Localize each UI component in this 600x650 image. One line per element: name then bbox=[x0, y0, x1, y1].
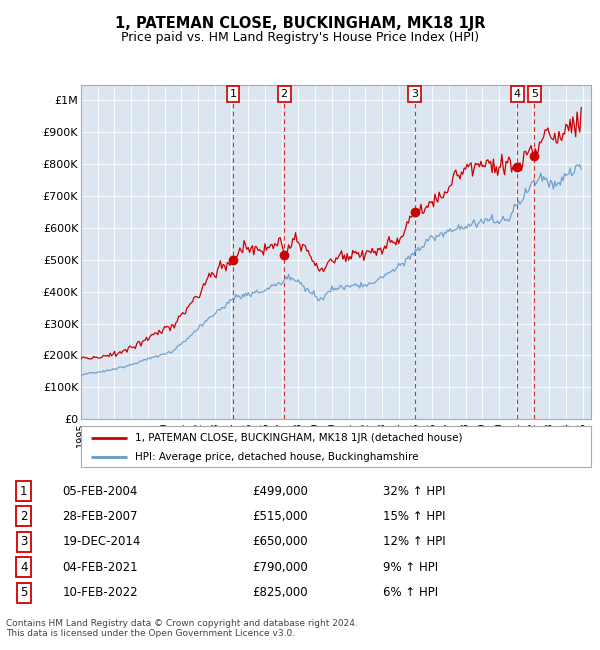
Text: 1, PATEMAN CLOSE, BUCKINGHAM, MK18 1JR: 1, PATEMAN CLOSE, BUCKINGHAM, MK18 1JR bbox=[115, 16, 485, 31]
Text: Price paid vs. HM Land Registry's House Price Index (HPI): Price paid vs. HM Land Registry's House … bbox=[121, 31, 479, 44]
Text: £650,000: £650,000 bbox=[253, 536, 308, 549]
Text: 1, PATEMAN CLOSE, BUCKINGHAM, MK18 1JR (detached house): 1, PATEMAN CLOSE, BUCKINGHAM, MK18 1JR (… bbox=[134, 433, 462, 443]
Text: 4: 4 bbox=[514, 89, 521, 99]
Text: 12% ↑ HPI: 12% ↑ HPI bbox=[383, 536, 446, 549]
Text: 1: 1 bbox=[229, 89, 236, 99]
Text: 28-FEB-2007: 28-FEB-2007 bbox=[62, 510, 138, 523]
Text: 5: 5 bbox=[20, 586, 28, 599]
Text: £515,000: £515,000 bbox=[253, 510, 308, 523]
Text: 2: 2 bbox=[281, 89, 288, 99]
Text: 04-FEB-2021: 04-FEB-2021 bbox=[62, 561, 138, 574]
Text: 19-DEC-2014: 19-DEC-2014 bbox=[62, 536, 141, 549]
Text: Contains HM Land Registry data © Crown copyright and database right 2024.
This d: Contains HM Land Registry data © Crown c… bbox=[6, 619, 358, 638]
Text: 32% ↑ HPI: 32% ↑ HPI bbox=[383, 484, 446, 497]
Text: £499,000: £499,000 bbox=[253, 484, 308, 497]
Text: 6% ↑ HPI: 6% ↑ HPI bbox=[383, 586, 438, 599]
Text: 10-FEB-2022: 10-FEB-2022 bbox=[62, 586, 138, 599]
Text: 05-FEB-2004: 05-FEB-2004 bbox=[62, 484, 138, 497]
Text: 1: 1 bbox=[20, 484, 28, 497]
Text: 3: 3 bbox=[411, 89, 418, 99]
Text: 3: 3 bbox=[20, 536, 28, 549]
Text: 15% ↑ HPI: 15% ↑ HPI bbox=[383, 510, 446, 523]
Text: 4: 4 bbox=[20, 561, 28, 574]
Text: HPI: Average price, detached house, Buckinghamshire: HPI: Average price, detached house, Buck… bbox=[134, 452, 418, 461]
Text: 9% ↑ HPI: 9% ↑ HPI bbox=[383, 561, 438, 574]
Text: 5: 5 bbox=[531, 89, 538, 99]
Text: £825,000: £825,000 bbox=[253, 586, 308, 599]
Text: £790,000: £790,000 bbox=[253, 561, 308, 574]
Text: 2: 2 bbox=[20, 510, 28, 523]
